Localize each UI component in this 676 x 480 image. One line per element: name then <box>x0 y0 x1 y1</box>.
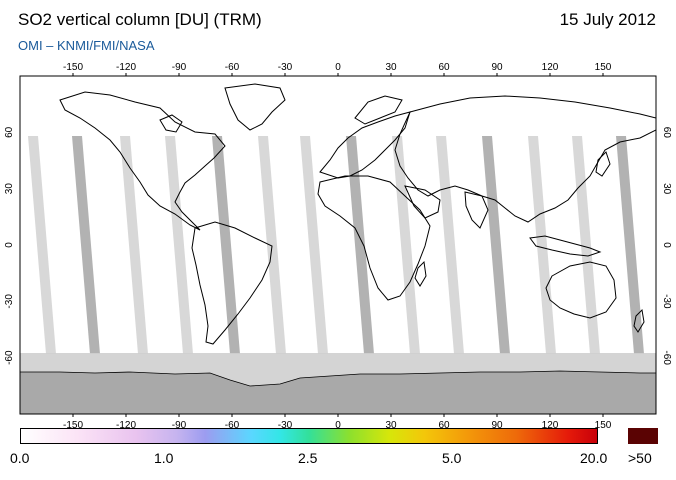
colorbar-label-2: 2.5 <box>298 450 318 466</box>
swath-gap-stripe <box>120 136 148 354</box>
colorbar-label-3: 5.0 <box>442 450 462 466</box>
map-title: SO2 vertical column [DU] (TRM) <box>18 10 262 29</box>
top-longitude-ticks: -150 -120 -90 -60 -30 0 30 60 90 120 150 <box>63 62 612 76</box>
lon-tick-label-top: 30 <box>385 62 397 73</box>
lon-tick-label-top: 60 <box>438 62 450 73</box>
swath-gap-stripe <box>572 136 600 354</box>
lon-tick-label-top: 0 <box>335 62 341 73</box>
lat-tick-label-right: 60 <box>661 127 672 139</box>
lon-tick-label-top: 150 <box>595 62 612 73</box>
lat-tick-label-right: 30 <box>661 183 672 195</box>
lon-tick-label-bottom: 150 <box>595 420 612 431</box>
swath-gap-stripe <box>28 136 56 354</box>
lat-tick-label-right: -30 <box>661 294 672 309</box>
greenland-coast <box>224 83 286 131</box>
colorbar-overflow-swatch <box>628 428 658 444</box>
lon-tick-label-top: -60 <box>225 62 240 73</box>
lat-tick-label-right: -60 <box>661 350 672 365</box>
lon-tick-label-bottom: -30 <box>278 420 293 431</box>
bottom-longitude-ticks: -150 -120 -90 -60 -30 0 30 60 90 120 150 <box>63 414 612 431</box>
map-frame <box>19 75 657 415</box>
lon-tick-label-top: -150 <box>63 62 83 73</box>
map-date: 15 July 2012 <box>559 10 656 29</box>
north-america-coast <box>59 91 226 231</box>
right-latitude-ticks: 60 30 0 -30 -60 <box>661 127 672 366</box>
africa-coast <box>317 175 431 301</box>
europe-coast <box>319 111 411 179</box>
colorbar-label-5: >50 <box>628 450 652 466</box>
south-america-coast <box>191 221 273 345</box>
asia-coast <box>394 95 656 223</box>
lon-tick-label-bottom: 120 <box>542 420 559 431</box>
swath-gap-stripe <box>258 136 286 354</box>
lon-tick-label-bottom: 90 <box>491 420 503 431</box>
arabia-coast <box>404 185 441 219</box>
lon-tick-label-top: -90 <box>172 62 187 73</box>
lon-tick-label-bottom: 0 <box>335 420 341 431</box>
lon-tick-label-bottom: 60 <box>438 420 450 431</box>
australia-coast <box>545 261 617 319</box>
swath-gap-stripe <box>616 136 644 354</box>
lon-tick-label-bottom: -60 <box>225 420 240 431</box>
lat-tick-label-left: -30 <box>4 294 15 309</box>
lat-tick-label-left: 60 <box>4 126 15 138</box>
lat-tick-label-right: 0 <box>661 242 672 248</box>
indonesia-coast <box>529 235 602 257</box>
data-source-credit: OMI – KNMI/FMI/NASA <box>18 38 155 53</box>
swath-gap-stripe <box>528 136 556 354</box>
colorbar-label-4: 20.0 <box>580 450 608 466</box>
swath-gap-stripe <box>482 136 510 354</box>
colorbar-label-1: 1.0 <box>154 450 174 466</box>
colorbar-label-0: 0.0 <box>10 450 30 466</box>
lon-tick-label-bottom: -120 <box>116 420 136 431</box>
lon-tick-label-top: -120 <box>116 62 136 73</box>
lat-tick-label-left: 30 <box>4 183 15 195</box>
lon-tick-label-bottom: 30 <box>385 420 397 431</box>
left-latitude-ticks: 60 30 0 -30 -60 <box>4 126 15 365</box>
lon-tick-label-top: 120 <box>542 62 559 73</box>
lon-tick-label-top: -30 <box>278 62 293 73</box>
swath-gap-stripe <box>300 136 328 354</box>
swath-gap-stripe <box>72 136 100 354</box>
swath-gap-stripe <box>165 136 193 354</box>
swath-gap-stripe <box>346 136 374 354</box>
hudson-bay <box>159 114 183 133</box>
new-zealand-coast <box>633 308 645 333</box>
antarctica <box>20 370 656 414</box>
japan-coast <box>595 151 611 177</box>
swath-gap-stripe <box>436 136 464 354</box>
scandinavia-coast <box>354 95 403 125</box>
colorbar <box>20 428 598 444</box>
coastlines <box>59 83 656 345</box>
lat-tick-label-left: -60 <box>4 350 15 365</box>
lon-tick-label-bottom: -90 <box>172 420 187 431</box>
india-coast <box>464 191 489 229</box>
madagascar-coast <box>414 260 427 287</box>
lon-tick-label-top: 90 <box>491 62 503 73</box>
lon-tick-label-bottom: -150 <box>63 420 83 431</box>
swath-gap-stripe <box>212 136 240 354</box>
lat-tick-label-left: 0 <box>4 242 15 248</box>
